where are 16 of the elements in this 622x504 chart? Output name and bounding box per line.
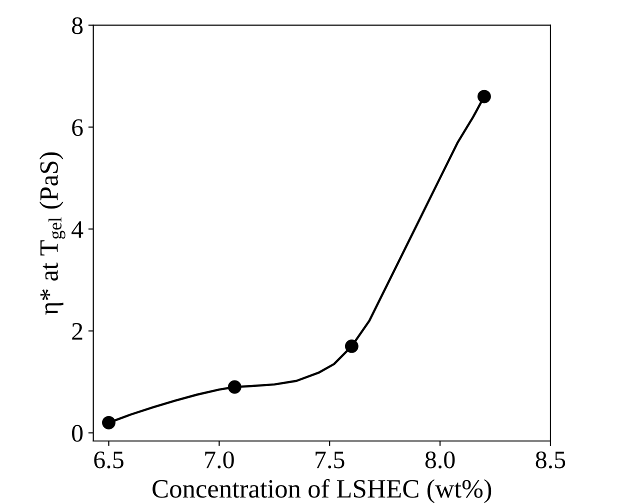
y-tick-label: 0 [72, 424, 83, 442]
y-tick-label: 8 [72, 17, 83, 34]
point [102, 416, 116, 430]
y-tick-label: 4 [72, 221, 84, 238]
y-tick-label: 6 [72, 119, 83, 136]
x-tick-label: 8.5 [536, 451, 566, 468]
point [344, 340, 358, 353]
y-axis-title: η* at T$_{gel}$ (PaS) [39, 152, 66, 315]
x-tick-label: 7.0 [205, 451, 234, 468]
x-tick-label: 6.5 [94, 452, 124, 468]
y-tick-label: 2 [72, 323, 82, 340]
x-tick-label: 7.5 [316, 452, 344, 468]
x-tick-label: 8.0 [425, 451, 455, 468]
point [228, 380, 242, 394]
point [478, 90, 491, 104]
x-axis-title: Concentration of LSHEC (wt%) [152, 478, 492, 504]
